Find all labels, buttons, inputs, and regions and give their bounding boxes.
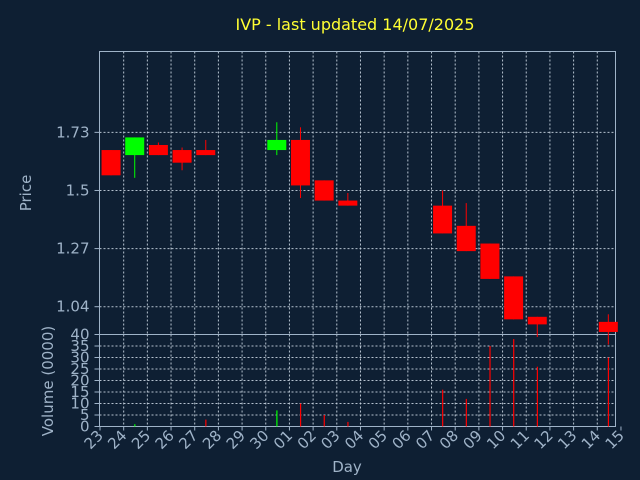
price-ticks: 1.73 1.5 1.27 1.04 [56,123,100,316]
candle-body [196,150,216,156]
price-tick-label: 1.5 [66,181,90,199]
x-tick-label: 25 [128,427,154,453]
candle-body [148,144,168,156]
x-tick-label: 24 [104,427,130,453]
candle-body [527,316,547,325]
x-ticks: 2324252627282930010203040506070809101112… [81,426,628,453]
x-tick-label: 10 [483,427,509,453]
price-panel-frame [99,51,616,335]
volume-tick-label: 30 [70,349,89,367]
price-tick-label: 1.73 [56,123,89,141]
x-tick-label: 11 [507,427,533,453]
volume-grid [99,334,616,427]
x-tick-label: 05 [365,427,391,453]
x-tick-label: 03 [317,427,343,453]
volume-tick-label: 0 [80,418,90,436]
x-tick-label: 14 [578,427,604,453]
x-tick-label: 04 [341,427,367,453]
candle-body [172,150,192,163]
volume-tick-label: 25 [70,360,89,378]
x-tick-label: 29 [223,427,249,453]
volume-bar [205,419,207,427]
candle-body [125,137,145,156]
volume-tick-label: 40 [70,326,89,344]
volume-bar [513,339,515,427]
x-tick-label: 30 [246,427,272,453]
x-axis-label: Day [332,458,362,476]
x-tick-label: 26 [152,427,178,453]
volume-bar [442,389,444,427]
x-tick-label: 12 [531,427,557,453]
volume-bar [489,346,491,427]
candle-body [314,180,334,201]
volume-bar [299,403,302,427]
candle-body [456,225,476,252]
x-tick-label: 13 [554,427,580,453]
volume-bar [607,357,610,427]
volume-bar [134,424,136,427]
candle-body [433,205,453,234]
volume-tick-label: 5 [80,406,90,424]
volume-bar [276,410,278,427]
candle-body [101,150,121,176]
candle-body [480,243,500,279]
candle-body [290,139,310,186]
candle-body [338,200,358,206]
candle-body [267,139,287,151]
x-tick-label: 27 [175,427,201,453]
price-grid [99,51,616,335]
x-tick-label: 08 [436,427,462,453]
x-tick-label: 15 [602,427,628,453]
volume-tick-label: 15 [70,383,89,401]
x-tick-label: 09 [459,427,485,453]
price-tick-label: 1.27 [56,240,89,258]
price-axis-label: Price [17,175,35,212]
volume-tick-label: 35 [70,337,89,355]
volume-bar [323,415,325,427]
volume-bar [347,421,349,427]
x-tick-label: 01 [270,427,296,453]
candle-body [598,321,618,332]
price-tick-label: 1.04 [56,298,89,316]
x-tick-label: 02 [294,427,320,453]
candle-body [504,276,524,320]
volume-axis-label: Volume (0000) [39,326,57,436]
chart-title: IVP - last updated 14/07/2025 [235,15,474,34]
volume-bar [465,398,467,427]
x-tick-label: 28 [199,427,225,453]
x-tick-label: 07 [412,427,438,453]
candles [101,122,618,345]
volume-bar [536,366,538,427]
x-tick-label: 06 [388,427,414,453]
volume-bars [134,339,610,427]
volume-tick-label: 10 [70,395,89,413]
volume-tick-label: 20 [70,372,89,390]
